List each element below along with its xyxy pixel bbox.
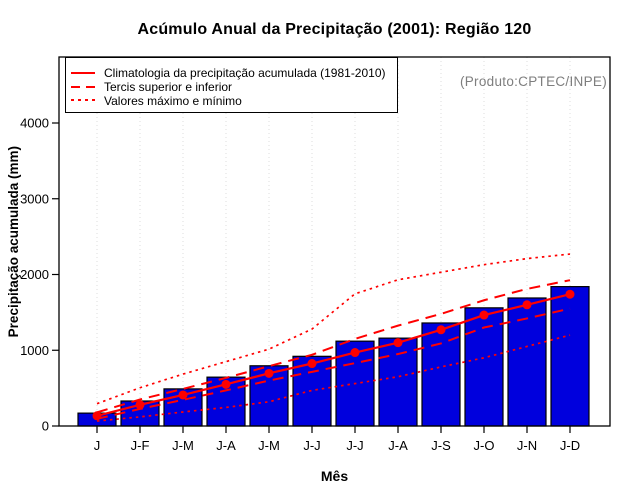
x-tick-label: J xyxy=(94,438,101,453)
y-axis-title-area: Precipitação acumulada (mm) xyxy=(2,57,24,426)
min-line xyxy=(96,334,571,422)
climatology-point xyxy=(565,289,575,299)
climatology-point xyxy=(522,300,532,310)
x-tick-label: J-F xyxy=(131,438,150,453)
lower-tercile-line xyxy=(96,307,571,420)
legend-item-max-min: Valores máximo e mínimo xyxy=(66,94,397,108)
legend-line-dashed-icon xyxy=(71,85,95,88)
climatology-point xyxy=(221,379,231,389)
climatology-point xyxy=(92,411,102,421)
x-tick-label: J-N xyxy=(517,438,537,453)
x-tick-label: J-J xyxy=(346,438,363,453)
x-axis-title: Mês xyxy=(320,468,349,484)
y-axis-title: Precipitação acumulada (mm) xyxy=(5,145,21,338)
bar-j-d-12 xyxy=(550,286,590,427)
x-tick-label: J-M xyxy=(258,438,280,453)
climatology-point xyxy=(307,359,317,369)
legend-line-solid-icon xyxy=(71,71,95,74)
bar-j-a-8 xyxy=(378,337,418,427)
bar-j-s-9 xyxy=(421,322,461,427)
producer-watermark: (Produto:CPTEC/INPE) xyxy=(459,74,607,89)
x-tick-label: J-M xyxy=(172,438,194,453)
climatology-point xyxy=(436,325,446,335)
x-tick-label: J-J xyxy=(303,438,320,453)
legend-item-label: Tercis superior e inferior xyxy=(104,79,233,94)
climatology-point xyxy=(264,368,274,378)
x-tick-label: J-O xyxy=(474,438,495,453)
y-tick-label: 1000 xyxy=(20,343,49,358)
y-tick-label: 0 xyxy=(42,419,49,434)
legend-item-terciles: Tercis superior e inferior xyxy=(66,80,397,94)
x-tick-label: J-S xyxy=(431,438,451,453)
climatology-point xyxy=(178,390,188,400)
climatology-point xyxy=(479,310,489,320)
bar-j-n-11 xyxy=(507,297,547,427)
climatology-point xyxy=(350,348,360,358)
climatology-point xyxy=(393,338,403,348)
climatology-line xyxy=(96,293,571,417)
legend-item-label: Valores máximo e mínimo xyxy=(104,93,242,108)
y-tick-label: 2000 xyxy=(20,267,49,282)
legend-box: Climatologia da precipitação acumulada (… xyxy=(65,57,398,113)
y-tick-label: 3000 xyxy=(20,191,49,206)
x-tick-label: J-D xyxy=(560,438,580,453)
bar-j-o-10 xyxy=(464,307,504,427)
max-line xyxy=(96,253,571,405)
x-tick-label: J-A xyxy=(216,438,236,453)
legend-item-label: Climatologia da precipitação acumulada (… xyxy=(104,65,386,80)
chart-title: Acúmulo Anual da Precipitação (2001): Re… xyxy=(137,21,532,38)
upper-tercile-line xyxy=(96,279,571,414)
climatology-point xyxy=(135,400,145,410)
y-tick-label: 4000 xyxy=(20,116,49,131)
x-tick-label: J-A xyxy=(388,438,408,453)
legend-line-dotted-icon xyxy=(71,99,95,102)
legend-item-climatology: Climatologia da precipitação acumulada (… xyxy=(66,66,397,80)
